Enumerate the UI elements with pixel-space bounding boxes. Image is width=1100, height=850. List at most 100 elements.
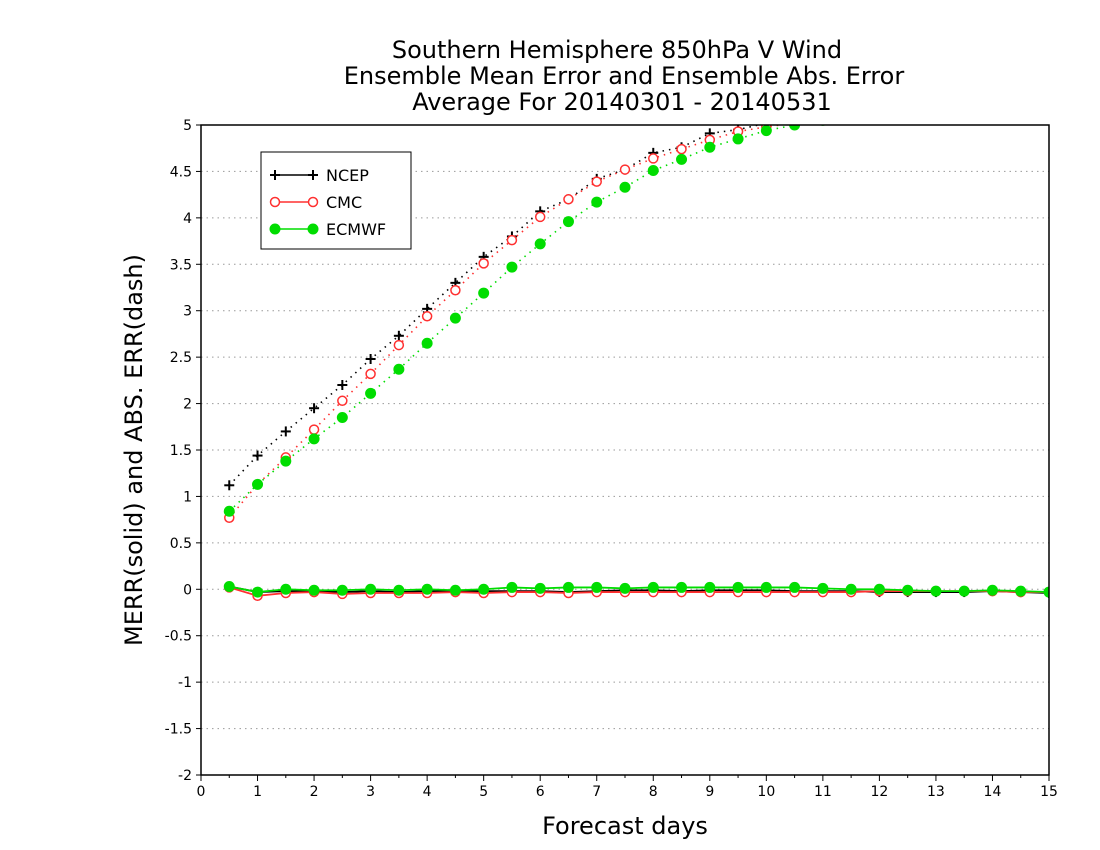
y-axis-label: MERR(solid) and ABS. ERR(dash) (120, 254, 148, 646)
abs-error-point-ecmwf (987, 88, 997, 98)
x-tick-label: 2 (310, 784, 319, 800)
x-tick-label: 5 (479, 784, 488, 800)
y-tick-label: 0.5 (170, 536, 192, 552)
abs-error-point-ecmwf (478, 287, 490, 299)
abs-error-point-ecmwf (393, 363, 405, 375)
mean-error-point-ecmwf (591, 581, 603, 593)
legend-label: NCEP (326, 166, 369, 185)
abs-error-line-ecmwf (228, 125, 800, 512)
abs-error-point-ecmwf (591, 196, 603, 208)
abs-error-point-cmc (478, 258, 489, 269)
abs-error-point-ecmwf (789, 125, 801, 131)
y-tick-label: 5 (183, 118, 192, 134)
legend-box (260, 151, 412, 250)
x-tick-label: 4 (423, 784, 432, 800)
y-tick-label: 3.5 (170, 257, 192, 273)
y-tick-label: -1 (178, 675, 192, 691)
abs-error-point-ecmwf (365, 387, 377, 399)
abs-error-point-ncep (337, 380, 348, 390)
mean-error-point-ecmwf (817, 582, 829, 594)
abs-error-point-cmc (960, 96, 969, 105)
x-tick-label: 13 (927, 784, 945, 800)
abs-error-point-cmc (365, 368, 376, 380)
mean-error-point-ecmwf (336, 584, 348, 596)
abs-error-point-cmc (534, 211, 546, 223)
abs-error-point-ecmwf (676, 153, 688, 165)
mean-error-point-ecmwf (534, 582, 546, 594)
abs-error-point-ecmwf (760, 125, 772, 137)
mean-error-point-ecmwf (647, 581, 659, 593)
mean-error-point-ecmwf (478, 583, 490, 595)
abs-error-point-ncep (1044, 74, 1054, 84)
mean-error-point-ecmwf (562, 581, 574, 593)
x-tick-label: 7 (592, 784, 601, 800)
abs-error-point-ecmwf (534, 238, 546, 250)
abs-error-point-ecmwf (619, 181, 631, 193)
mean-error-point-ecmwf (958, 585, 970, 597)
abs-error-point-ncep (1016, 78, 1026, 88)
y-tick-label: 2.5 (170, 350, 192, 366)
x-tick-label: 0 (197, 784, 206, 800)
abs-error-point-ecmwf (506, 261, 518, 273)
mean-error-point-ecmwf (506, 581, 518, 593)
y-tick-label: -1.5 (165, 722, 192, 738)
mean-error-point-ecmwf (760, 581, 772, 593)
abs-error-point-ecmwf (1016, 83, 1026, 93)
y-tick-label: 1.5 (170, 443, 192, 459)
abs-error-point-ncep (959, 88, 969, 98)
x-tick-label: 3 (366, 784, 375, 800)
legend: NCEP CMC ECMWF (260, 151, 412, 250)
x-tick-label: 1 (253, 784, 262, 800)
abs-error-point-ecmwf (704, 141, 716, 153)
legend-marker (307, 196, 319, 208)
axis-ticks: -2-1.5-1-0.500.511.522.533.544.550 1 2 3 4 5 6… (165, 118, 1058, 800)
y-tick-label: 3 (183, 304, 192, 320)
abs-error-point-cmc (1016, 89, 1025, 98)
abs-error-point-ncep (903, 97, 913, 107)
legend-marker (270, 170, 280, 180)
abs-error-point-cmc (421, 311, 433, 322)
abs-error-point-cmc (563, 194, 574, 205)
mean-error-point-ecmwf (365, 583, 377, 595)
abs-error-point-ncep (365, 354, 376, 364)
abs-error-point-ecmwf (846, 111, 856, 121)
legend-item-ecmwf: ECMWF (269, 220, 386, 239)
abs-error-point-ncep (309, 403, 320, 414)
abs-error-point-cmc (648, 153, 659, 164)
abs-error-point-cmc (903, 104, 912, 113)
x-tick-label: 10 (757, 784, 775, 800)
x-tick-label: 6 (536, 784, 545, 800)
mean-error-point-ecmwf (845, 583, 857, 595)
abs-error-point-ecmwf (252, 478, 264, 490)
mean-error-point-ecmwf (308, 584, 320, 596)
mean-error-point-ecmwf (449, 584, 461, 596)
abs-error-point-ecmwf (336, 412, 348, 423)
abs-error-point-ecmwf (562, 216, 574, 228)
y-tick-label: -2 (178, 768, 192, 784)
abs-error-point-ecmwf (931, 97, 941, 107)
y-tick-label: 1 (183, 489, 192, 505)
abs-error-point-ncep (793, 125, 796, 126)
x-tick-label: 8 (649, 784, 658, 800)
abs-error-point-cmc (988, 93, 997, 102)
abs-error-point-cmc (308, 424, 320, 435)
series-ecmwf (223, 83, 1049, 598)
mean-error-point-ecmwf (676, 581, 688, 593)
abs-error-line-ncep (228, 125, 762, 486)
grid (201, 170, 1049, 730)
x-axis-label: Forecast days (542, 812, 708, 840)
mean-error-point-ecmwf (789, 581, 801, 593)
chart-title-line-1: Southern Hemisphere 850hPa V Wind (392, 36, 842, 64)
abs-error-point-cmc (818, 115, 827, 124)
abs-error-point-cmc (931, 100, 940, 109)
abs-error-point-cmc (847, 111, 856, 120)
abs-error-point-ncep (931, 92, 941, 102)
y-tick-label: 4 (183, 211, 192, 227)
mean-error-point-ecmwf (421, 583, 433, 595)
y-tick-label: 4.5 (170, 164, 192, 180)
mean-error-point-ecmwf (280, 583, 292, 595)
abs-error-point-ncep (224, 480, 235, 491)
abs-error-point-ncep (846, 106, 856, 116)
abs-error-point-cmc (393, 339, 405, 351)
